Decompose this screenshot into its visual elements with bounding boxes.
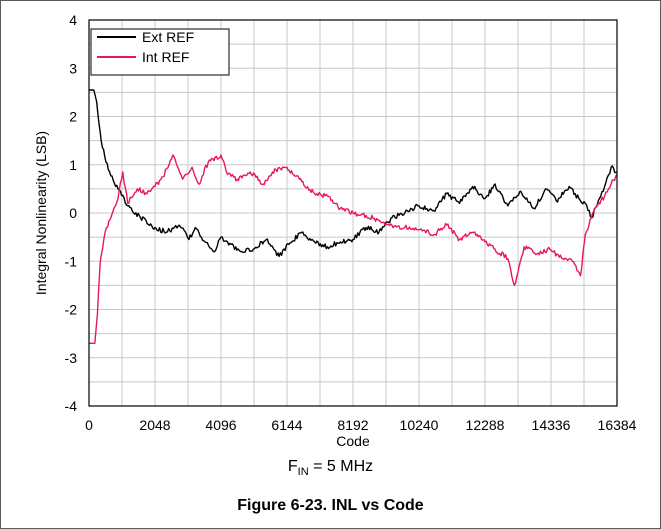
x-tick-label: 8192 bbox=[337, 417, 368, 433]
inl-chart: -4 -3 -2 -1 0 1 2 3 4 0 2048 4096 6144 8192 10240 1228… bbox=[33, 12, 637, 449]
y-tick-label: 4 bbox=[69, 12, 77, 28]
y-tick-label: -1 bbox=[65, 253, 78, 269]
y-tick-labels: -4 -3 -2 -1 0 1 2 3 4 bbox=[65, 12, 78, 414]
y-tick-label: 3 bbox=[69, 60, 77, 76]
series-line-ext-ref bbox=[89, 89, 618, 258]
plot-border bbox=[88, 19, 618, 407]
grid bbox=[89, 20, 617, 406]
x-tick-label: 4096 bbox=[205, 417, 236, 433]
legend-label: Int REF bbox=[142, 49, 189, 65]
x-tick-labels: 0 2048 4096 6144 8192 10240 12288 14336 16384 bbox=[85, 417, 637, 433]
legend-label: Ext REF bbox=[142, 29, 194, 45]
x-tick-label: 10240 bbox=[400, 417, 439, 433]
y-tick-label: 0 bbox=[69, 205, 77, 221]
test-condition: FIN = 5 MHz bbox=[287, 458, 374, 479]
series-line-int-ref bbox=[89, 154, 618, 344]
legend: Ext REF Int REF bbox=[90, 28, 230, 76]
figure-caption: Figure 6-23. INL vs Code bbox=[237, 497, 424, 514]
y-tick-label: -4 bbox=[65, 398, 78, 414]
y-tick-label: 2 bbox=[69, 109, 77, 125]
series-layer bbox=[89, 89, 618, 344]
y-tick-label: -2 bbox=[65, 302, 78, 318]
x-tick-label: 2048 bbox=[139, 417, 170, 433]
y-axis-label: Integral Nonlinearity (LSB) bbox=[33, 131, 49, 295]
y-tick-label: 1 bbox=[69, 157, 77, 173]
x-axis-label: Code bbox=[336, 433, 370, 449]
x-tick-label: 12288 bbox=[466, 417, 505, 433]
x-tick-label: 6144 bbox=[271, 417, 302, 433]
y-tick-label: -3 bbox=[65, 350, 78, 366]
x-tick-label: 14336 bbox=[532, 417, 571, 433]
x-tick-label: 0 bbox=[85, 417, 93, 433]
x-tick-label: 16384 bbox=[598, 417, 637, 433]
